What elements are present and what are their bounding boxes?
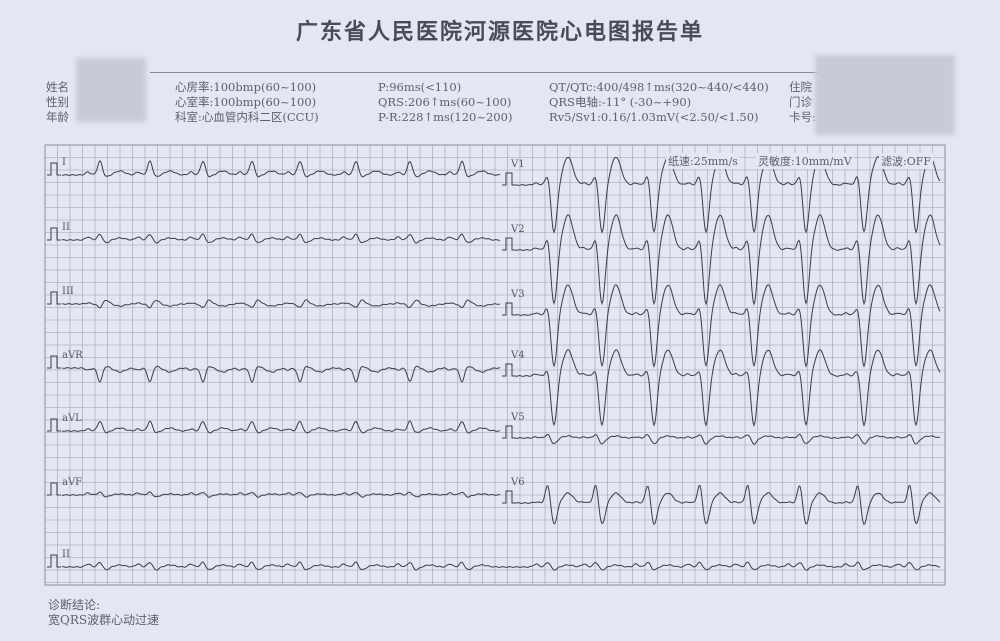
lead-label: II: [62, 549, 70, 560]
calibration-pulse: [47, 554, 61, 568]
lead-trace-III: [61, 299, 501, 309]
lead-trace-II: [61, 233, 501, 244]
sensitivity: 灵敏度:10mm/mV: [756, 153, 854, 169]
header-divider: [150, 72, 910, 73]
pr-interval: P-R:228↑ms(120~200): [378, 110, 513, 124]
lead-trace-V5: [515, 433, 941, 445]
lead-trace-I: [61, 160, 501, 178]
patient-labels: 姓名 性别 年龄: [46, 80, 69, 125]
id-labels: 住院 门诊 卡号:: [789, 80, 816, 125]
lead-trace-V6: [515, 484, 941, 526]
name-label: 姓名: [46, 80, 69, 94]
calibration-pulse: [47, 482, 61, 496]
p-duration: P:96ms(<110): [378, 80, 462, 94]
report-title: 广东省人民医院河源医院心电图报告单: [295, 19, 704, 45]
inpatient-label: 住院: [789, 80, 812, 94]
lead-label: V6: [510, 477, 525, 488]
lead-label: V4: [510, 350, 525, 361]
qt-qtc: QT/QTc:400/498↑ms(320~440/<440): [549, 80, 769, 94]
lead-trace-aVF: [61, 491, 501, 498]
lead-label: V5: [510, 412, 525, 423]
intervals-column: P:96ms(<110) QRS:206↑ms(60~100) P-R:228↑…: [378, 80, 512, 125]
diagnosis-text: 宽QRS波群心动过速: [48, 613, 160, 627]
qt-column: QT/QTc:400/498↑ms(320~440/<440) QRS电轴:-1…: [549, 80, 769, 125]
lead-label: III: [62, 286, 74, 297]
rates-column: 心房率:100bmp(60~100) 心室率:100bmp(60~100) 科室…: [175, 80, 319, 125]
calibration-pulse: [502, 172, 516, 186]
calibration-pulse: [502, 490, 516, 504]
lead-trace-V4: [515, 348, 941, 428]
ecg-grid-border: [44, 144, 946, 586]
diagnosis: 诊断结论: 宽QRS波群心动过速: [48, 598, 159, 628]
qrs-axis: QRS电轴:-11° (-30~+90): [549, 95, 692, 109]
filter-status: 滤波:OFF: [879, 153, 933, 169]
department: 科室:心血管内科二区(CCU): [175, 110, 319, 124]
age-label: 年龄: [46, 110, 69, 124]
calibration-pulse: [502, 425, 516, 439]
calibration-pulse: [502, 237, 516, 251]
lead-trace-aVL: [61, 420, 501, 434]
sex-label: 性别: [46, 95, 69, 109]
calibration-pulse: [47, 162, 61, 176]
lead-trace-V2: [515, 213, 941, 306]
redacted-id-info: [815, 55, 955, 135]
paper-speed: 纸速:25mm/s: [666, 153, 740, 169]
calibration-pulse: [47, 227, 61, 241]
lead-label: V2: [510, 224, 525, 235]
calibration-pulse: [502, 363, 516, 377]
lead-label: aVR: [62, 350, 83, 361]
atrial-rate: 心房率:100bmp(60~100): [175, 80, 317, 94]
calibration-pulse: [47, 291, 61, 305]
card-label: 卡号:: [789, 110, 816, 124]
diagnosis-label: 诊断结论:: [48, 598, 101, 612]
lead-label: aVF: [62, 477, 82, 488]
lead-trace-II: [61, 561, 940, 571]
rv5-sv1: Rv5/Sv1:0.16/1.03mV(<2.50/<1.50): [549, 110, 759, 124]
lead-trace-aVR: [61, 365, 501, 383]
lead-trace-V3: [515, 283, 941, 368]
outpatient-label: 门诊: [789, 95, 812, 109]
lead-label: I: [62, 157, 66, 168]
lead-label: aVL: [62, 413, 82, 424]
lead-label: V3: [510, 289, 525, 300]
qrs-duration: QRS:206↑ms(60~100): [378, 95, 512, 109]
calibration-pulse: [502, 302, 516, 316]
lead-label: II: [62, 222, 70, 233]
lead-trace-V1: [515, 155, 941, 234]
calibration-pulse: [47, 418, 61, 432]
redacted-patient-info: [76, 58, 146, 122]
ecg-grid: [44, 144, 946, 585]
ventricular-rate: 心室率:100bmp(60~100): [175, 95, 317, 109]
lead-label: V1: [510, 159, 525, 170]
calibration-pulse: [47, 355, 61, 369]
